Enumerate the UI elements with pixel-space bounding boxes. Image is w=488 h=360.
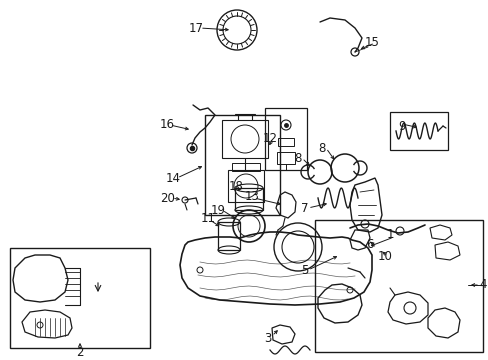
Text: 18: 18	[228, 180, 243, 193]
Text: 11: 11	[200, 211, 215, 225]
Text: 4: 4	[478, 279, 486, 292]
Text: 15: 15	[364, 36, 379, 49]
Bar	[389, 112, 447, 150]
Text: 9: 9	[397, 120, 405, 132]
Text: 20: 20	[160, 192, 175, 204]
Text: 8: 8	[294, 152, 301, 165]
Text: 17: 17	[188, 22, 203, 35]
Text: 1: 1	[386, 229, 393, 242]
Bar	[204, 115, 280, 215]
Text: 19: 19	[210, 203, 225, 216]
Text: 13: 13	[244, 189, 259, 202]
Bar	[276, 152, 294, 164]
Bar	[278, 138, 293, 146]
Bar	[10, 248, 150, 348]
Bar	[314, 220, 482, 352]
Bar	[231, 163, 260, 171]
Text: 10: 10	[377, 249, 392, 262]
Text: 8: 8	[318, 141, 325, 154]
Bar	[227, 170, 264, 202]
Text: 16: 16	[159, 118, 174, 131]
Text: 7: 7	[301, 202, 308, 215]
Text: 6: 6	[366, 238, 373, 251]
Bar	[218, 222, 240, 250]
Text: 5: 5	[301, 264, 308, 276]
Text: 2: 2	[76, 346, 83, 359]
Text: 12: 12	[262, 131, 277, 144]
Bar	[222, 120, 267, 158]
Text: 14: 14	[165, 171, 180, 184]
Bar	[235, 188, 263, 210]
Bar	[264, 108, 306, 170]
Text: 3: 3	[264, 332, 271, 345]
